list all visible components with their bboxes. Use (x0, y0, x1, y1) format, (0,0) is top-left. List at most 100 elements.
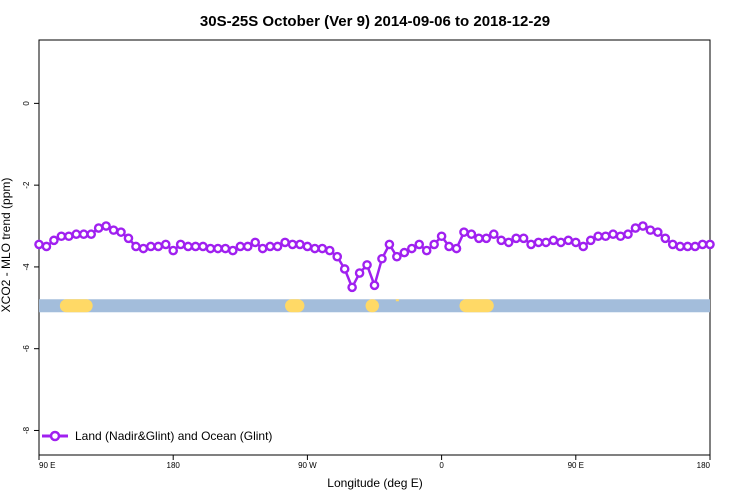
plot-area: 0 -2 -4 -6 -8 90 E 180 90 W 0 90 E 180 (22, 39, 715, 470)
legend-label: Land (Nadir&Glint) and Ocean (Glint) (75, 429, 272, 443)
data-point (578, 241, 589, 252)
x-tick-label-3: 0 (439, 461, 444, 470)
land-segment-0 (59, 299, 93, 313)
data-point (488, 229, 499, 240)
data-point (526, 239, 536, 250)
data-point (146, 241, 156, 252)
data-point (310, 243, 320, 254)
data-point (451, 243, 462, 254)
data-point (511, 233, 521, 244)
data-point (369, 280, 380, 291)
data-point (49, 235, 59, 246)
data-point (93, 223, 104, 233)
data-point (593, 231, 603, 242)
data-point (690, 241, 700, 252)
x-tick-label-1: 180 (167, 461, 181, 470)
data-point (377, 253, 387, 264)
data-point (64, 231, 74, 242)
data-point (660, 233, 671, 244)
data-point (533, 237, 544, 248)
data-point (198, 241, 208, 252)
data-point (608, 229, 618, 240)
legend: Land (Nadir&Glint) and Ocean (Glint) (42, 429, 272, 443)
data-point (213, 243, 223, 254)
data-point (600, 231, 611, 242)
data-point (645, 225, 656, 235)
data-point (116, 227, 126, 237)
y-tick-label-4: -8 (22, 426, 31, 434)
data-point (86, 229, 96, 240)
data-point (548, 235, 559, 246)
data-point (541, 237, 551, 248)
data-point (123, 233, 134, 244)
data-point (459, 227, 469, 237)
y-axis-label: XCO2 - MLO trend (ppm) (0, 178, 13, 313)
data-point (108, 225, 119, 235)
data-point (34, 239, 44, 250)
data-point (399, 247, 410, 258)
data-point (466, 229, 477, 240)
data-point (429, 239, 439, 250)
data-point (496, 235, 507, 246)
data-point (205, 243, 216, 254)
data-point (638, 221, 648, 231)
data-point (287, 239, 298, 250)
data-point (623, 229, 633, 240)
x-tick-label-4: 90 E (568, 461, 584, 470)
data-point (41, 241, 52, 252)
data-point (392, 251, 402, 262)
y-tick-label-3: -6 (22, 345, 31, 353)
data-point (705, 239, 715, 250)
data-point (503, 237, 514, 248)
data-point (667, 239, 678, 250)
data-point (317, 243, 328, 254)
data-point (585, 235, 596, 246)
data-point (295, 239, 305, 250)
data-point (332, 251, 343, 262)
data-point (190, 241, 201, 252)
data-point (481, 233, 492, 244)
data-point (183, 241, 193, 252)
data-point (474, 233, 484, 244)
data-point (160, 239, 171, 250)
data-point (630, 223, 641, 233)
data-point (78, 229, 89, 240)
land-segment-3 (459, 299, 494, 313)
data-point (235, 241, 246, 252)
data-point (675, 241, 685, 252)
x-tick-label-0: 90 E (39, 461, 55, 470)
data-point (563, 235, 574, 246)
data-point (71, 229, 82, 240)
data-point (653, 227, 663, 237)
data-point (265, 241, 275, 252)
data-point (56, 231, 67, 242)
data-point (324, 245, 335, 256)
data-point (220, 243, 231, 254)
data-point (242, 241, 253, 252)
data-point (272, 241, 283, 252)
data-point (101, 221, 111, 231)
data-point (414, 239, 425, 250)
y-tick-label-0: 0 (22, 101, 31, 106)
data-point (250, 237, 261, 248)
x-tick-label-2: 90 W (298, 461, 317, 470)
data-point (615, 231, 626, 242)
data-point (354, 268, 365, 278)
legend-marker-swatch (49, 430, 61, 442)
land-dot-0 (395, 299, 399, 302)
data-point (138, 243, 149, 254)
y-tick-label-1: -2 (22, 181, 31, 189)
data-point (175, 239, 186, 250)
data-point (518, 233, 529, 244)
data-point (153, 241, 164, 252)
data-point (444, 241, 454, 252)
data-point (571, 237, 581, 248)
data-point (697, 239, 708, 250)
data-point (421, 245, 432, 256)
x-tick-label-5: 180 (697, 461, 711, 470)
chart-title: 30S-25S October (Ver 9) 2014-09-06 to 20… (200, 13, 550, 30)
data-point (228, 245, 238, 256)
data-point (556, 237, 566, 248)
data-point (682, 241, 693, 252)
